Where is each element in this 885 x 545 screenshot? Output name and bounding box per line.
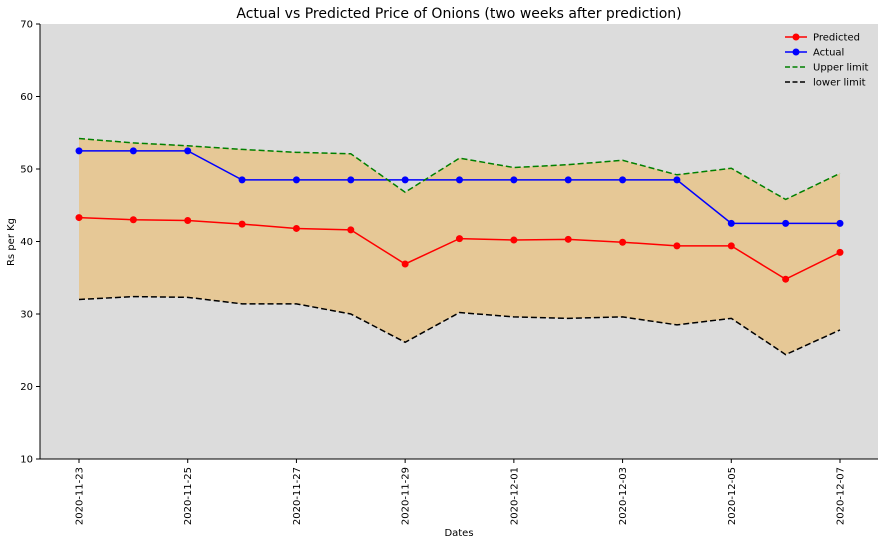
legend-marker-predicted bbox=[792, 33, 800, 41]
data-point-predicted bbox=[673, 242, 681, 250]
x-tick-label: 2020-11-27 bbox=[292, 467, 303, 525]
band-area bbox=[79, 138, 840, 355]
data-point-actual bbox=[564, 176, 572, 184]
x-tick-label: 2020-11-23 bbox=[75, 467, 86, 525]
y-tick-label: 20 bbox=[20, 382, 33, 393]
confidence-band bbox=[79, 138, 840, 355]
data-point-predicted bbox=[510, 236, 518, 244]
legend-marker-actual bbox=[792, 48, 800, 56]
legend-label-upper-limit: Upper limit bbox=[813, 63, 869, 74]
data-point-predicted bbox=[75, 214, 83, 222]
data-point-actual bbox=[292, 176, 300, 184]
x-tick-label: 2020-11-25 bbox=[183, 467, 194, 525]
data-point-predicted bbox=[129, 216, 137, 224]
y-tick-label: 10 bbox=[20, 455, 33, 466]
series-markers bbox=[75, 147, 844, 283]
legend-label-actual: Actual bbox=[813, 48, 844, 59]
data-point-predicted bbox=[401, 260, 409, 268]
data-point-predicted bbox=[184, 216, 192, 224]
data-point-actual bbox=[347, 176, 355, 184]
y-tick-label: 60 bbox=[20, 92, 33, 103]
x-tick-label: 2020-12-01 bbox=[509, 467, 520, 525]
data-point-predicted bbox=[347, 226, 355, 234]
data-point-actual bbox=[75, 147, 83, 155]
chart-title: Actual vs Predicted Price of Onions (two… bbox=[236, 6, 681, 22]
y-axis-label: Rs per Kg bbox=[6, 218, 17, 266]
data-point-actual bbox=[727, 219, 735, 227]
data-point-actual bbox=[510, 176, 518, 184]
data-point-actual bbox=[619, 176, 627, 184]
legend-label-lower-limit: lower limit bbox=[813, 78, 866, 89]
data-point-actual bbox=[238, 176, 246, 184]
data-point-predicted bbox=[238, 220, 246, 228]
data-point-predicted bbox=[292, 224, 300, 232]
x-ticks: 2020-11-23 2020-11-25 2020-11-27 2020-11-29… bbox=[75, 459, 847, 525]
data-point-actual bbox=[456, 176, 463, 184]
y-tick-label: 70 bbox=[20, 20, 33, 31]
x-tick-label: 2020-12-05 bbox=[727, 467, 738, 525]
series-line-upper-limit bbox=[78, 137, 841, 201]
y-tick-label: 40 bbox=[20, 237, 33, 248]
y-ticks: 10 20 30 40 50 60 70 bbox=[20, 20, 40, 466]
data-point-predicted bbox=[782, 275, 790, 283]
data-point-predicted bbox=[727, 242, 735, 250]
data-point-actual bbox=[782, 219, 790, 227]
legend: Predicted Actual Upper limit lower limit bbox=[785, 33, 869, 89]
data-point-actual bbox=[184, 147, 192, 155]
data-point-actual bbox=[673, 176, 681, 184]
data-point-predicted bbox=[456, 235, 463, 243]
series-line-lower-limit bbox=[78, 295, 841, 356]
data-point-predicted bbox=[836, 248, 844, 256]
data-point-predicted bbox=[564, 235, 572, 243]
data-point-actual bbox=[129, 147, 137, 155]
y-tick-label: 30 bbox=[20, 310, 33, 321]
x-tick-label: 2020-11-29 bbox=[401, 467, 412, 525]
data-point-predicted bbox=[619, 238, 627, 246]
legend-label-predicted: Predicted bbox=[813, 33, 860, 44]
y-tick-label: 50 bbox=[20, 165, 33, 176]
data-point-actual bbox=[836, 219, 844, 227]
x-tick-label: 2020-12-07 bbox=[836, 467, 847, 525]
x-axis-label: Dates bbox=[444, 528, 473, 539]
x-tick-label: 2020-12-03 bbox=[618, 467, 629, 525]
data-point-actual bbox=[401, 176, 409, 184]
